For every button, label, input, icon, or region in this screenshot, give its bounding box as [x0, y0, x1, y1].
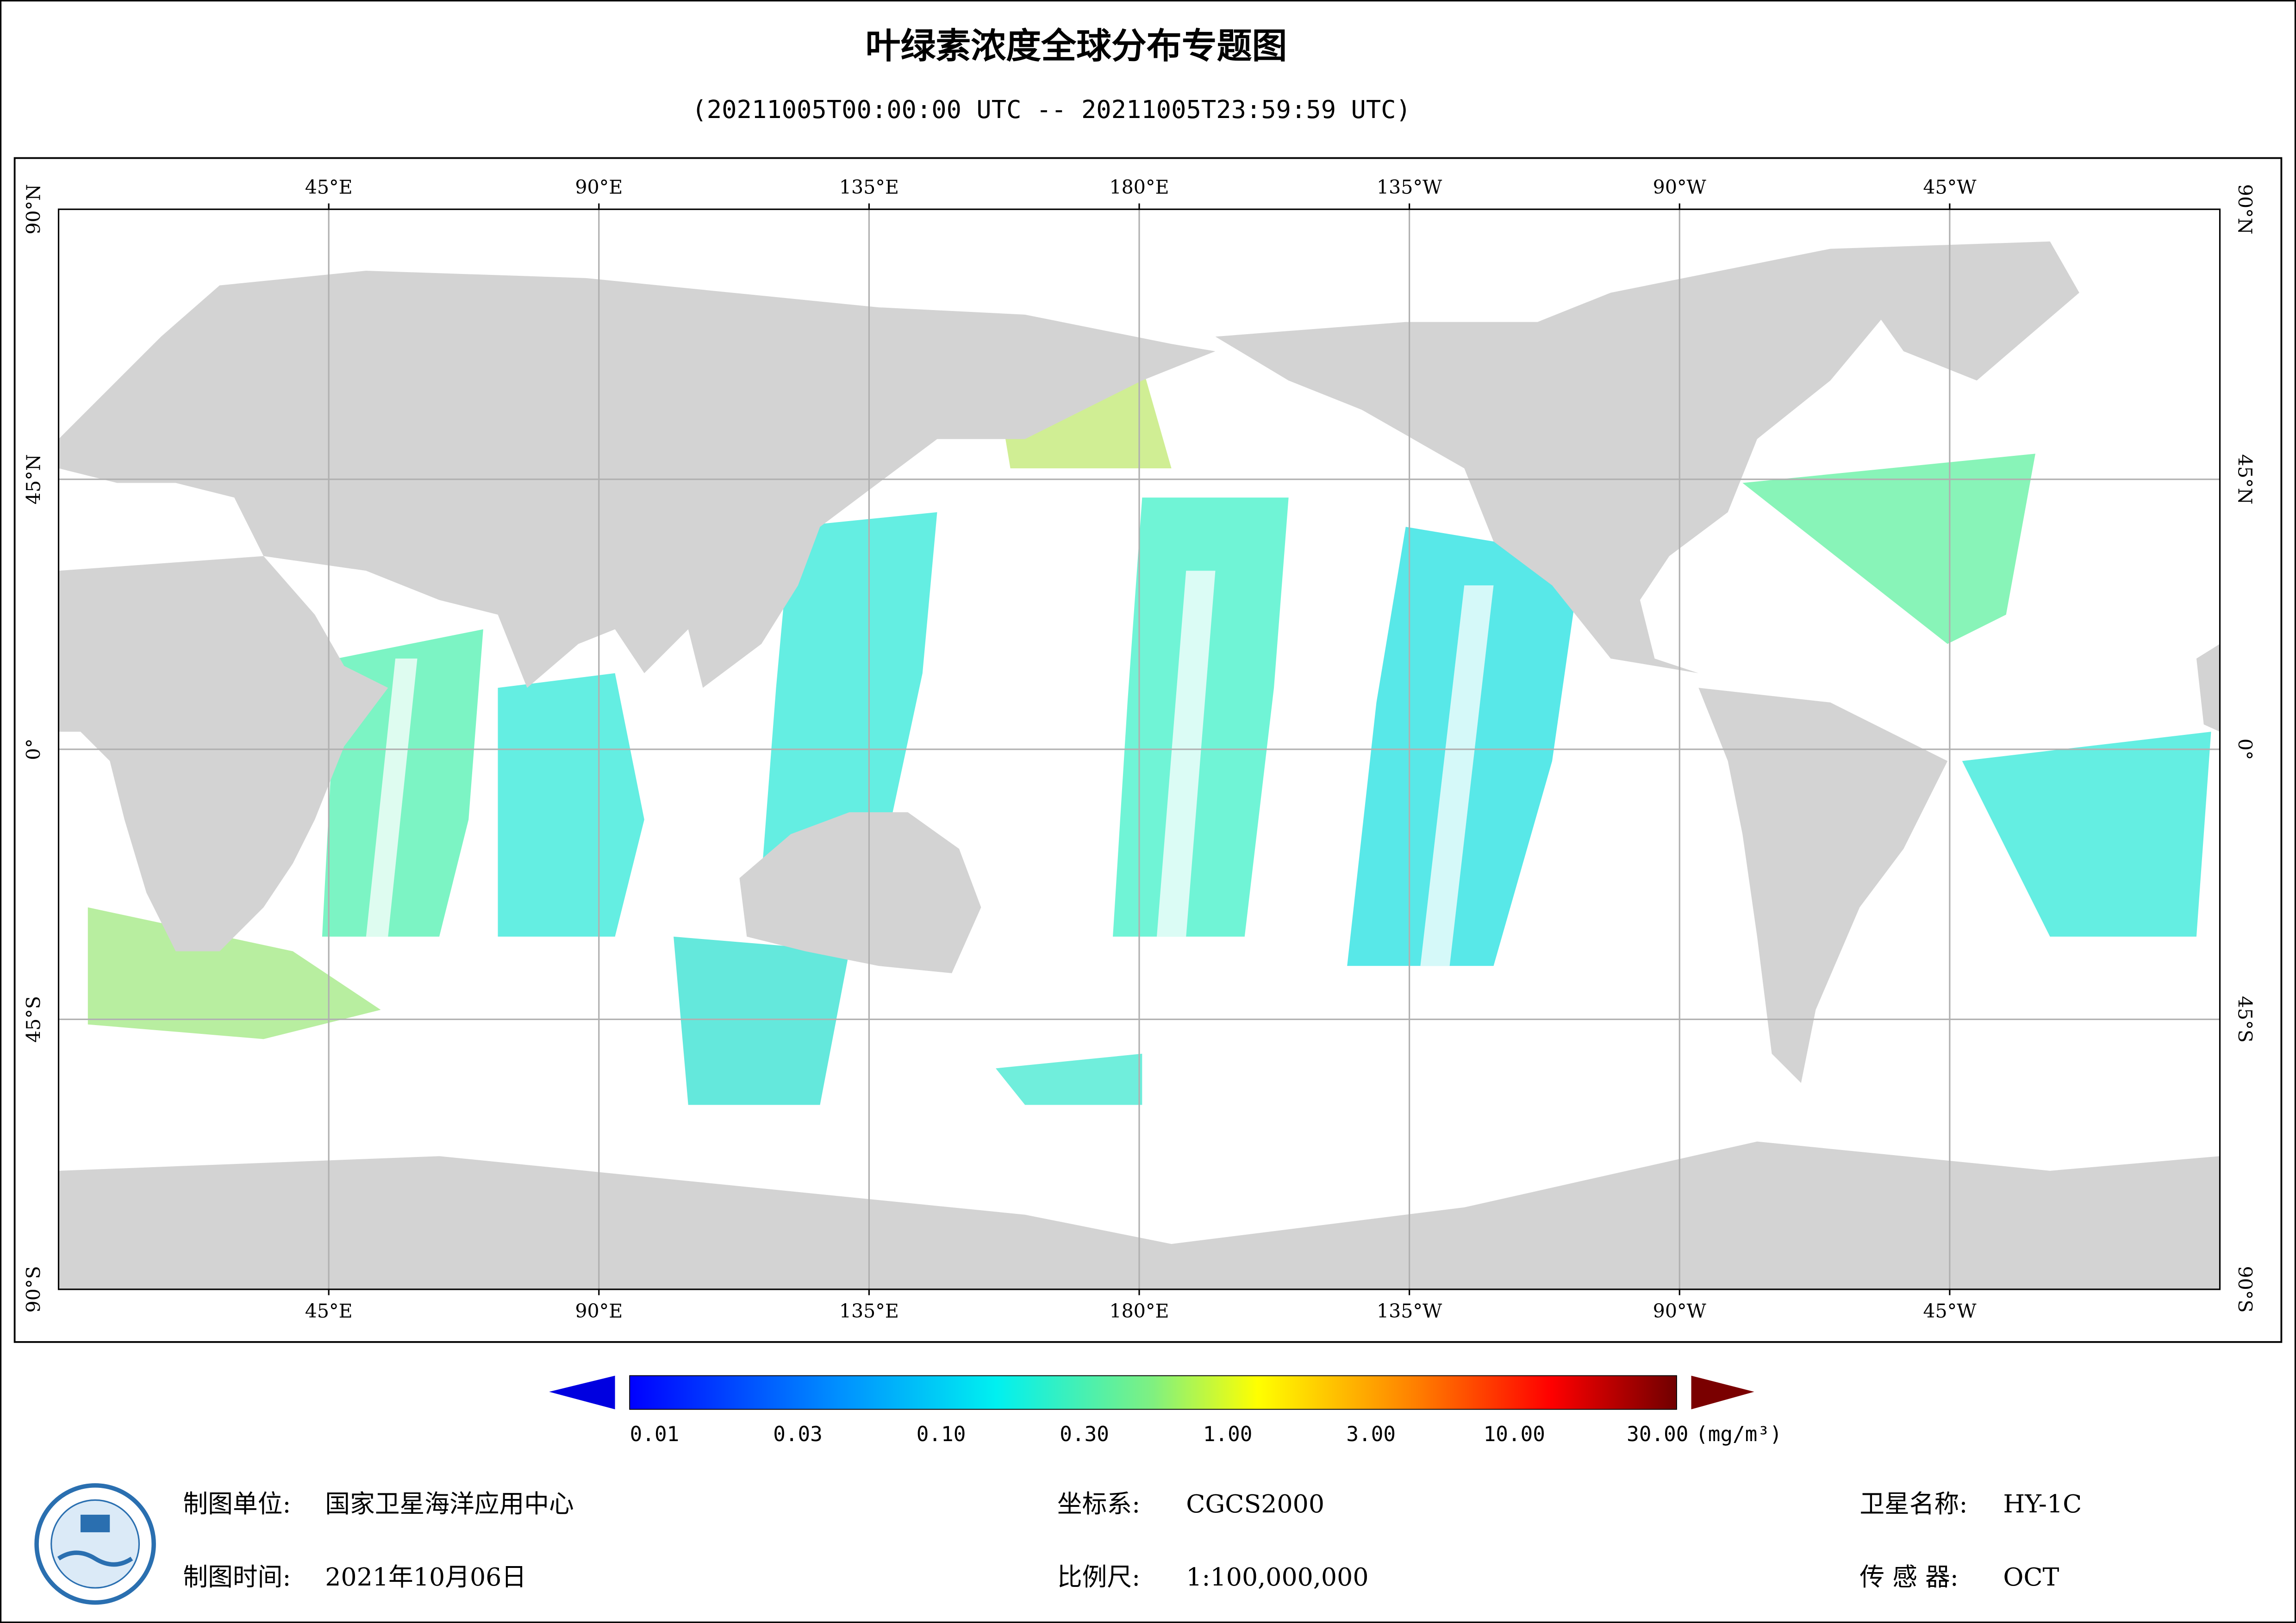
colorbar-bar — [629, 1375, 1677, 1410]
swath — [87, 907, 381, 1039]
greenland — [1830, 241, 2079, 381]
graticule — [58, 209, 2220, 1289]
scale: 1:100,000,000 — [1186, 1562, 1368, 1592]
lon-label-bottom: 45°W — [1923, 1300, 1977, 1322]
lon-label-bottom: 180°E — [1109, 1300, 1169, 1322]
colorbar-tick-label: 0.01 — [630, 1423, 680, 1446]
swath — [1962, 732, 2211, 937]
map — [58, 209, 2220, 1289]
sensor: OCT — [2003, 1562, 2059, 1592]
swath — [498, 673, 644, 937]
lat-label-left: 90°S — [22, 1266, 44, 1312]
swath — [674, 936, 849, 1105]
lat-label-right: 90°N — [2234, 184, 2256, 235]
colorbar: 0.01 0.03 0.10 0.30 1.00 3.00 10.00 30.00 (mg/m… — [549, 1375, 1782, 1446]
colorbar-tick-label: 30.00 — [1627, 1423, 1688, 1446]
logo-inner — [50, 1499, 140, 1589]
lon-label-bottom: 90°W — [1653, 1300, 1707, 1322]
lat-label-left: 90°N — [22, 184, 44, 235]
lat-label-right: 45°S — [2234, 996, 2256, 1043]
map-labels: 45°E 45°E 90°E 90°E 135°E 135°E 180°E 180°E 135°… — [22, 176, 2256, 1322]
colorbar-unit: (mg/m³) — [1696, 1423, 1782, 1446]
north-america — [1215, 249, 1904, 673]
south-america — [1698, 688, 1948, 1083]
logo-wave — [57, 1550, 133, 1567]
crs-label: 坐标系: — [1057, 1489, 1140, 1518]
swath-gap — [1156, 571, 1216, 937]
colorbar-tick-label: 0.03 — [773, 1423, 823, 1446]
lon-label-top: 135°E — [839, 176, 899, 198]
africa — [58, 556, 388, 951]
colorbar-tick-label: 3.00 — [1346, 1423, 1396, 1446]
satellite-label: 卫星名称: — [1859, 1489, 1967, 1518]
lon-label-bottom: 135°W — [1377, 1300, 1442, 1322]
colorbar-tick-label: 10.00 — [1484, 1423, 1545, 1446]
colorbar-tick-label: 0.10 — [917, 1423, 966, 1446]
lon-label-top: 45°E — [305, 176, 353, 198]
satellite: HY-1C — [2003, 1489, 2082, 1518]
lon-label-top: 45°W — [1923, 176, 1977, 198]
colorbar-tick-label: 0.30 — [1060, 1423, 1109, 1446]
unit: 国家卫星海洋应用中心 — [325, 1489, 574, 1518]
lat-label-right: 45°N — [2234, 454, 2256, 504]
lon-label-top: 135°W — [1377, 176, 1442, 198]
subtitle: (20211005T00:00:00 UTC -- 20211005T23:59… — [692, 95, 1411, 124]
lon-label-bottom: 90°E — [575, 1300, 623, 1322]
swath-gap — [366, 659, 418, 937]
map-frame — [13, 157, 2283, 1343]
date-label: 制图时间: — [183, 1562, 291, 1592]
logo-satellite — [80, 1514, 110, 1532]
lat-label-left: 45°S — [22, 996, 44, 1043]
lon-label-bottom: 45°E — [305, 1300, 353, 1322]
lat-label-right: 90°S — [2234, 1266, 2256, 1312]
lon-label-top: 90°W — [1653, 176, 1707, 198]
crs: CGCS2000 — [1186, 1489, 1324, 1518]
lat-label-right: 0° — [2234, 739, 2256, 760]
colorbar-tick-label: 1.00 — [1203, 1423, 1253, 1446]
swath — [996, 1053, 1142, 1105]
colorbar-under — [549, 1375, 615, 1410]
swath — [1742, 454, 2035, 644]
colorbar-over — [1691, 1375, 1754, 1410]
scale-label: 比例尺: — [1057, 1562, 1140, 1592]
lat-label-left: 0° — [22, 739, 44, 760]
lat-label-left: 45°N — [22, 454, 44, 504]
lon-label-top: 180°E — [1109, 176, 1169, 198]
lon-label-bottom: 135°E — [839, 1300, 899, 1322]
title: 叶绿素浓度全球分布专题图 — [866, 25, 1287, 66]
unit-label: 制图单位: — [183, 1489, 291, 1518]
date: 2021年10月06日 — [325, 1562, 526, 1592]
sensor-label: 传 感 器: — [1859, 1562, 1959, 1592]
west-africa — [2196, 644, 2220, 732]
australia — [739, 812, 981, 973]
swath-gap — [1420, 585, 1494, 966]
footer: 制图单位: 国家卫星海洋应用中心 制图时间: 2021年10月06日 坐标系: … — [34, 1483, 2082, 1605]
lon-label-top: 90°E — [575, 176, 623, 198]
